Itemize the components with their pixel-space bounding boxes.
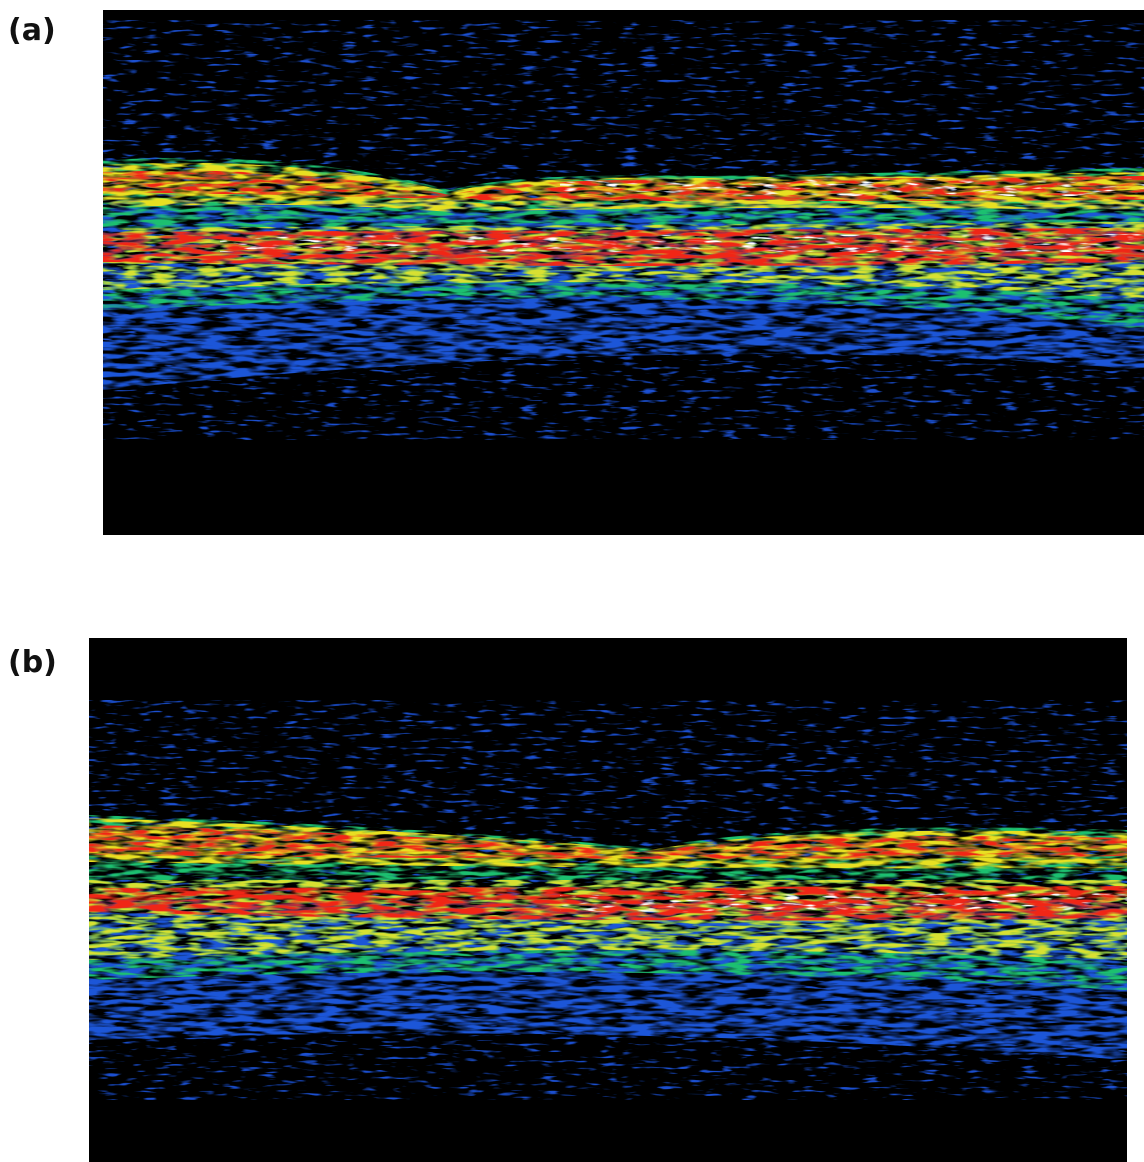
oct-scan-a [103,10,1144,535]
panel-label: (a) [8,13,56,48]
oct-scan-b [89,638,1127,1162]
panel-label: (b) [8,645,57,680]
